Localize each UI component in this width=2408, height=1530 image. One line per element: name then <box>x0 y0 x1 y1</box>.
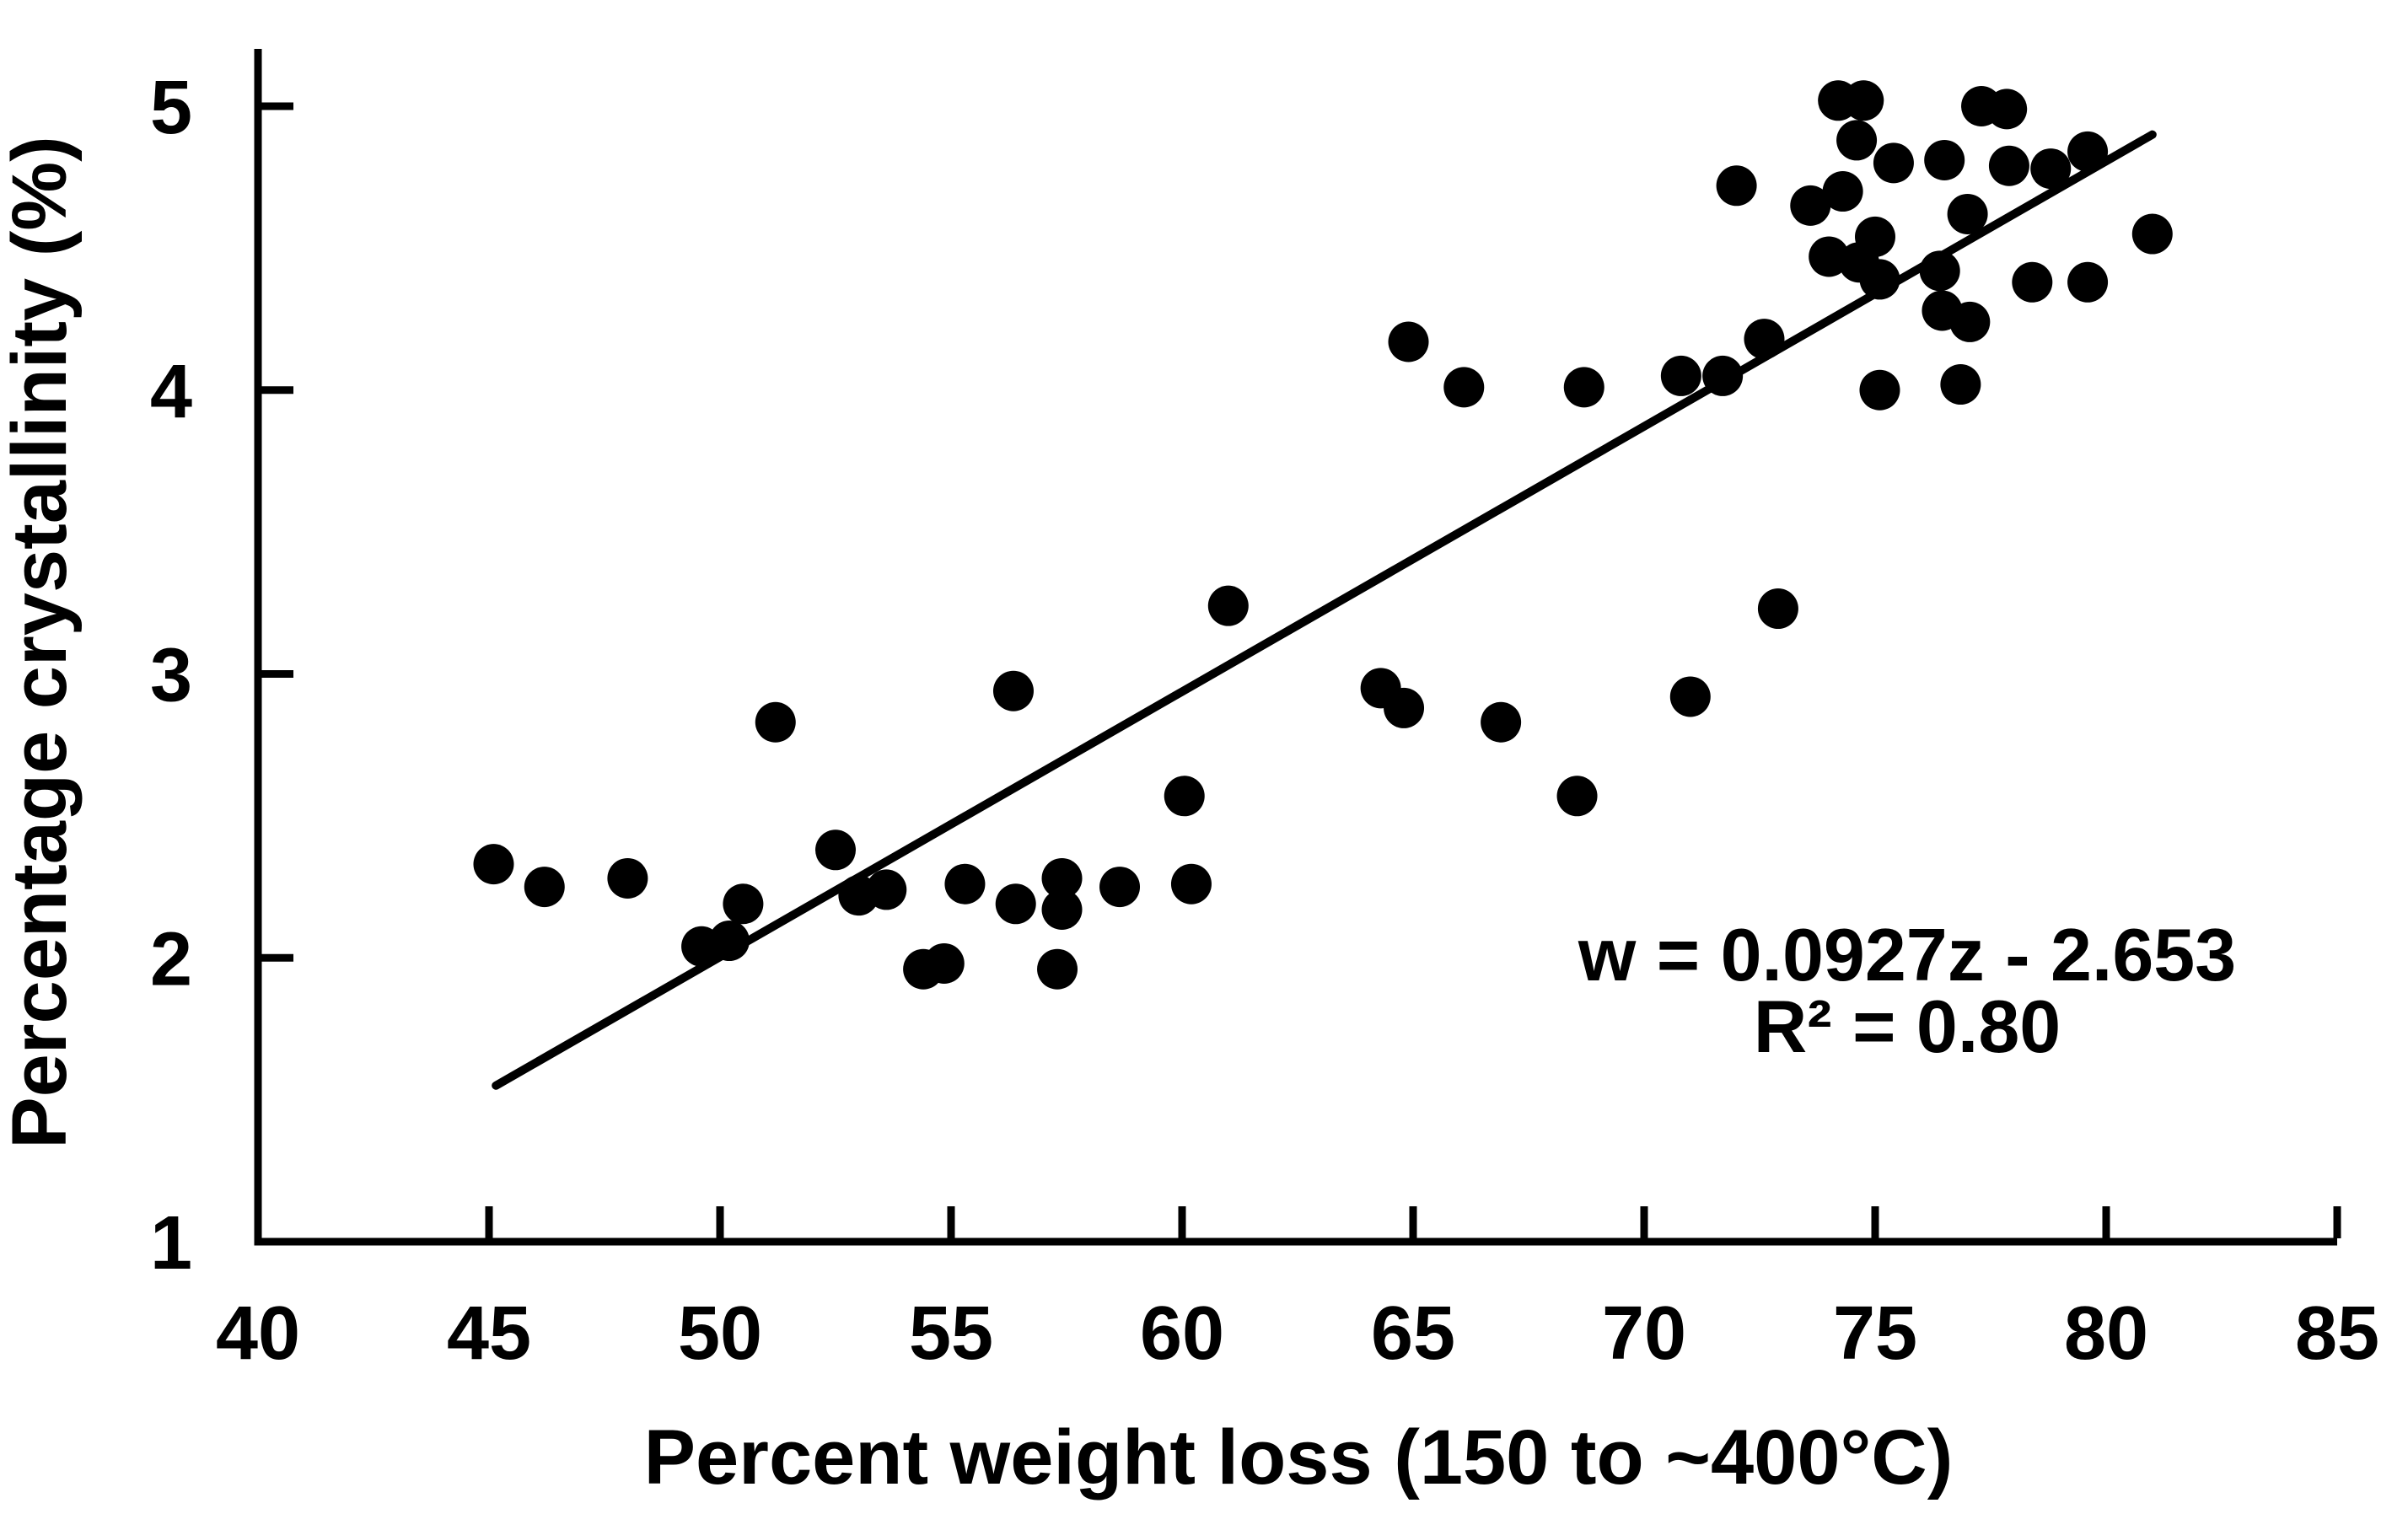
data-point <box>1949 301 1991 342</box>
x-tick-label: 60 <box>1140 1291 1224 1376</box>
x-tick-label: 45 <box>447 1291 531 1376</box>
data-point <box>1919 250 1960 292</box>
data-point <box>723 883 764 925</box>
data-point <box>815 829 856 871</box>
x-tick-label: 55 <box>909 1291 993 1376</box>
data-point <box>1481 701 1522 743</box>
data-point <box>1037 948 1078 990</box>
data-point <box>1940 364 1981 405</box>
data-point <box>1170 863 1212 905</box>
y-tick-label: 5 <box>150 66 192 150</box>
x-tick-label: 85 <box>2295 1291 2379 1376</box>
data-point <box>473 844 514 885</box>
data-point <box>1099 867 1141 908</box>
x-tick-label: 40 <box>216 1291 300 1376</box>
data-point <box>1556 776 1598 817</box>
trendline-equation-label: w = 0.0927z - 2.653 <box>1578 913 2236 996</box>
data-point <box>1924 139 1965 180</box>
x-axis-tick-labels: 40 45 50 55 60 65 70 75 80 85 <box>216 1291 2379 1376</box>
r-squared-label: R² = 0.80 <box>1754 985 2061 1068</box>
x-tick-label: 50 <box>678 1291 762 1376</box>
y-axis-ticks <box>261 102 293 962</box>
data-point <box>1669 676 1711 717</box>
y-tick-label: 3 <box>150 634 192 718</box>
data-point <box>1443 367 1485 408</box>
data-point <box>1660 355 1701 396</box>
data-point <box>944 863 986 905</box>
data-point <box>2012 261 2053 303</box>
data-point <box>1388 321 1429 362</box>
data-point <box>1563 367 1604 408</box>
data-point <box>2067 261 2109 303</box>
x-axis-title: Percent weight loss (150 to ~400°C) <box>644 1415 1954 1500</box>
data-point <box>708 921 750 962</box>
data-point <box>524 867 565 908</box>
data-point <box>1164 776 1205 817</box>
data-point <box>1790 185 1831 226</box>
data-points-group <box>473 80 2173 990</box>
data-point <box>1986 89 2028 130</box>
x-axis-ticks <box>485 1206 2341 1238</box>
data-point <box>1947 193 1988 234</box>
data-point <box>1041 857 1083 899</box>
data-point <box>1873 142 1914 184</box>
y-axis-tick-labels: 1 2 3 4 5 <box>150 66 192 1286</box>
x-tick-label: 80 <box>2064 1291 2148 1376</box>
data-point <box>1702 355 1744 396</box>
data-point <box>607 857 648 899</box>
data-point <box>1855 216 1895 257</box>
data-point <box>866 869 907 910</box>
x-tick-label: 65 <box>1371 1291 1455 1376</box>
data-point <box>1843 80 1884 121</box>
data-point <box>1757 588 1798 630</box>
data-point <box>1716 165 1757 207</box>
data-point <box>1384 687 1425 728</box>
data-point <box>1988 145 2029 186</box>
data-point <box>1744 319 1785 360</box>
data-point <box>2067 131 2109 172</box>
data-point <box>992 670 1034 711</box>
x-tick-label: 75 <box>1833 1291 1917 1376</box>
data-point <box>923 942 965 984</box>
data-point <box>755 701 796 743</box>
data-point <box>2131 213 2173 255</box>
data-point <box>1859 369 1900 411</box>
data-point <box>1207 585 1249 626</box>
data-point <box>995 883 1036 925</box>
data-point <box>1859 259 1900 300</box>
y-tick-label: 2 <box>150 917 192 1001</box>
data-point <box>1836 120 1878 161</box>
data-point <box>1809 236 1850 277</box>
data-point <box>1041 889 1083 931</box>
data-point <box>1822 171 1863 212</box>
data-point <box>2030 148 2072 190</box>
y-tick-label: 4 <box>150 350 192 434</box>
y-tick-label: 1 <box>150 1201 192 1286</box>
y-axis-title: Percentage crystallinity (%) <box>0 136 83 1149</box>
x-tick-label: 70 <box>1602 1291 1686 1376</box>
